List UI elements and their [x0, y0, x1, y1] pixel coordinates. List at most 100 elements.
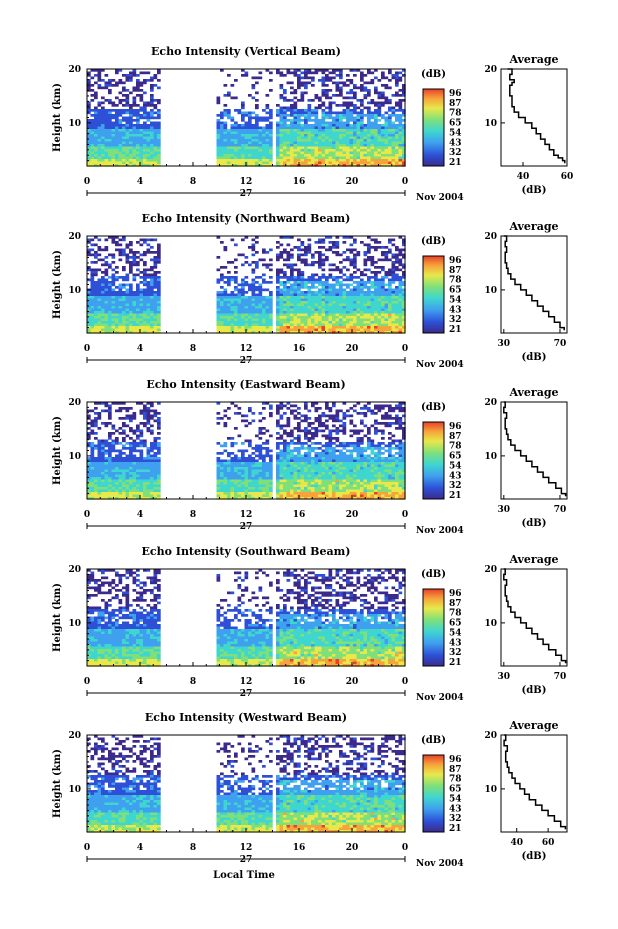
heatmap-cell	[314, 306, 319, 309]
heatmap-cell	[139, 109, 144, 112]
heatmap-cell	[297, 427, 301, 430]
heatmap-cell	[90, 316, 95, 319]
heatmap-cell	[132, 154, 137, 157]
heatmap-cell	[339, 253, 343, 257]
heatmap-cell	[339, 409, 343, 413]
heatmap-cell	[108, 434, 112, 438]
heatmap-cell	[307, 124, 312, 127]
heatmap-cell	[300, 81, 305, 85]
heatmap-cell	[335, 449, 340, 453]
heatmap-cell	[234, 288, 238, 292]
heatmap-cell	[356, 121, 361, 125]
heatmap-cell	[339, 91, 343, 95]
heatmap-cell	[132, 141, 137, 145]
heatmap-cell	[398, 94, 403, 97]
heatmap-cell	[265, 131, 270, 135]
heatmap-cell	[314, 301, 319, 304]
heatmap-cell	[129, 454, 133, 458]
heatmap-cell	[286, 303, 291, 307]
heatmap-cell	[234, 328, 238, 332]
heatmap-cell	[115, 298, 119, 302]
heatmap-cell	[115, 149, 119, 152]
heatmap-cell	[234, 326, 238, 329]
heatmap-cell	[353, 253, 357, 257]
heatmap-cell	[101, 159, 105, 162]
heatmap-cell	[220, 126, 224, 130]
heatmap-cell	[335, 144, 340, 147]
heatmap-cell	[139, 454, 144, 458]
heatmap-cell	[227, 149, 231, 152]
heatmap-cell	[90, 146, 95, 150]
heatmap-cell	[290, 139, 294, 142]
heatmap-cell	[335, 139, 340, 142]
heatmap-cell	[101, 444, 105, 448]
heatmap-cell	[356, 313, 361, 317]
heatmap-cell	[111, 256, 116, 259]
heatmap-cell	[300, 164, 305, 167]
heatmap-cell	[220, 311, 224, 314]
heatmap-cell	[360, 121, 364, 125]
heatmap-cell	[255, 288, 259, 292]
heatmap-cell	[356, 323, 361, 327]
heatmap-cell	[97, 246, 102, 249]
heatmap-cell	[402, 402, 406, 405]
heatmap-cell	[328, 313, 333, 317]
heatmap-cell	[146, 243, 151, 247]
heatmap-cell	[276, 131, 280, 135]
heatmap-cell	[402, 134, 406, 137]
heatmap-cell	[335, 427, 340, 430]
heatmap-cell	[363, 311, 368, 314]
heatmap-cell	[132, 412, 137, 415]
heatmap-cell	[262, 109, 266, 112]
heatmap-cell	[265, 316, 270, 319]
heatmap-cell	[377, 298, 382, 302]
heatmap-cell	[339, 104, 343, 107]
heatmap-cell	[297, 139, 301, 142]
heatmap-cell	[157, 121, 161, 125]
heatmap-cell	[325, 301, 329, 304]
heatmap-cell	[381, 326, 385, 329]
heatmap-cell	[157, 136, 161, 140]
heatmap-cell	[370, 139, 375, 142]
heatmap-cell	[304, 407, 308, 410]
heatmap-cell	[115, 303, 119, 307]
heatmap-cell	[146, 326, 151, 329]
heatmap-cell	[388, 114, 392, 117]
heatmap-cell	[391, 154, 396, 157]
heatmap-cell	[104, 271, 109, 274]
heatmap-cell	[276, 276, 280, 279]
heatmap-cell	[136, 424, 140, 428]
heatmap-cell	[90, 243, 95, 247]
heatmap-cell	[402, 283, 406, 287]
heatmap-cell	[132, 318, 137, 322]
heatmap-cell	[363, 81, 368, 85]
heatmap-cell	[111, 236, 116, 239]
heatmap-cell	[251, 156, 256, 160]
heatmap-cell	[325, 291, 329, 294]
heatmap-cell	[353, 303, 357, 307]
heatmap-cell	[262, 328, 266, 332]
heatmap-cell	[384, 271, 389, 274]
heatmap-cell	[339, 308, 343, 312]
heatmap-cell	[325, 258, 329, 262]
heatmap-cell	[241, 161, 245, 165]
heatmap-cell	[293, 144, 298, 147]
heatmap-cell	[139, 89, 144, 92]
heatmap-cell	[321, 311, 326, 314]
heatmap-cell	[342, 161, 347, 165]
heatmap-cell	[321, 139, 326, 142]
heatmap-cell	[374, 161, 378, 165]
heatmap-cell	[276, 156, 280, 160]
heatmap-cell	[129, 129, 133, 132]
heatmap-cell	[363, 263, 368, 267]
heatmap-cell	[139, 126, 144, 130]
heatmap-cell	[370, 311, 375, 314]
heatmap-cell	[370, 412, 375, 415]
heatmap-cell	[216, 402, 221, 405]
heatmap-cell	[370, 159, 375, 162]
heatmap-cell	[290, 293, 294, 297]
heatmap-cell	[227, 417, 231, 420]
heatmap-cell	[304, 141, 308, 145]
heatmap-cell	[391, 238, 396, 242]
heatmap-cell	[108, 409, 112, 413]
